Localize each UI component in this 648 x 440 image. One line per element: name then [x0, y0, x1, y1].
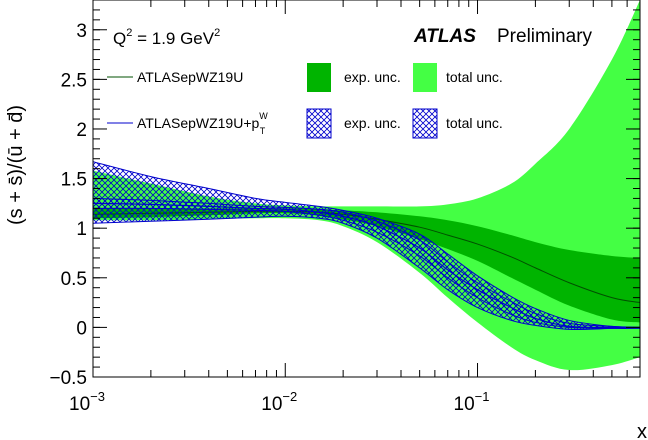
legend-s1-total-label: total unc. — [446, 69, 503, 85]
preliminary-label: Preliminary — [497, 26, 593, 47]
legend-s2-total-label: total unc. — [446, 115, 503, 131]
y-tick-label: 0 — [76, 318, 87, 339]
x-axis-title: x — [637, 421, 647, 440]
legend-s2-total-swatch — [412, 108, 438, 139]
y-tick-label: 1.5 — [61, 170, 87, 191]
y-tick-label: 2.5 — [61, 70, 87, 91]
y-tick-label: −0.5 — [49, 368, 87, 389]
legend-s1-label: ATLASepWZ19U — [137, 69, 243, 85]
x-tick-label: 10−1 — [454, 389, 490, 415]
legend-s2-label: ATLASepWZ19U+pW T — [137, 111, 268, 136]
y-tick-label: 0.5 — [61, 269, 87, 290]
y-tick-label: 2 — [76, 120, 87, 141]
legend-s2-exp-swatch — [306, 108, 332, 139]
legend-s2-exp-label: exp. unc. — [344, 115, 401, 131]
y-tick-label: 1 — [76, 219, 87, 240]
s1-exp-band — [93, 208, 640, 323]
q2-label: Q2 = 1.9 GeV2 — [113, 27, 220, 48]
legend-s1-exp-label: exp. unc. — [344, 69, 401, 85]
s2-central-line — [93, 202, 640, 329]
legend-s1-total-swatch — [413, 63, 437, 92]
y-axis-title: (s + s̄)/(ū + d̄) — [5, 105, 27, 225]
legend-s1-exp-swatch — [307, 63, 331, 92]
axes: −0.5 0 0.5 1 1.5 2 2.5 3 10−3 10−2 10−1 — [49, 0, 641, 415]
legend: ATLASepWZ19U exp. unc. total unc. ATLASe… — [107, 63, 503, 139]
s2-exp-band — [93, 197, 640, 329]
plot-area — [93, 0, 640, 371]
x-tick-label: 10−2 — [261, 389, 297, 415]
y-tick-label: 3 — [76, 21, 87, 42]
s1-total-band — [93, 0, 640, 371]
x-tick-label: 10−3 — [69, 389, 105, 415]
atlas-label: ATLAS — [413, 26, 476, 47]
